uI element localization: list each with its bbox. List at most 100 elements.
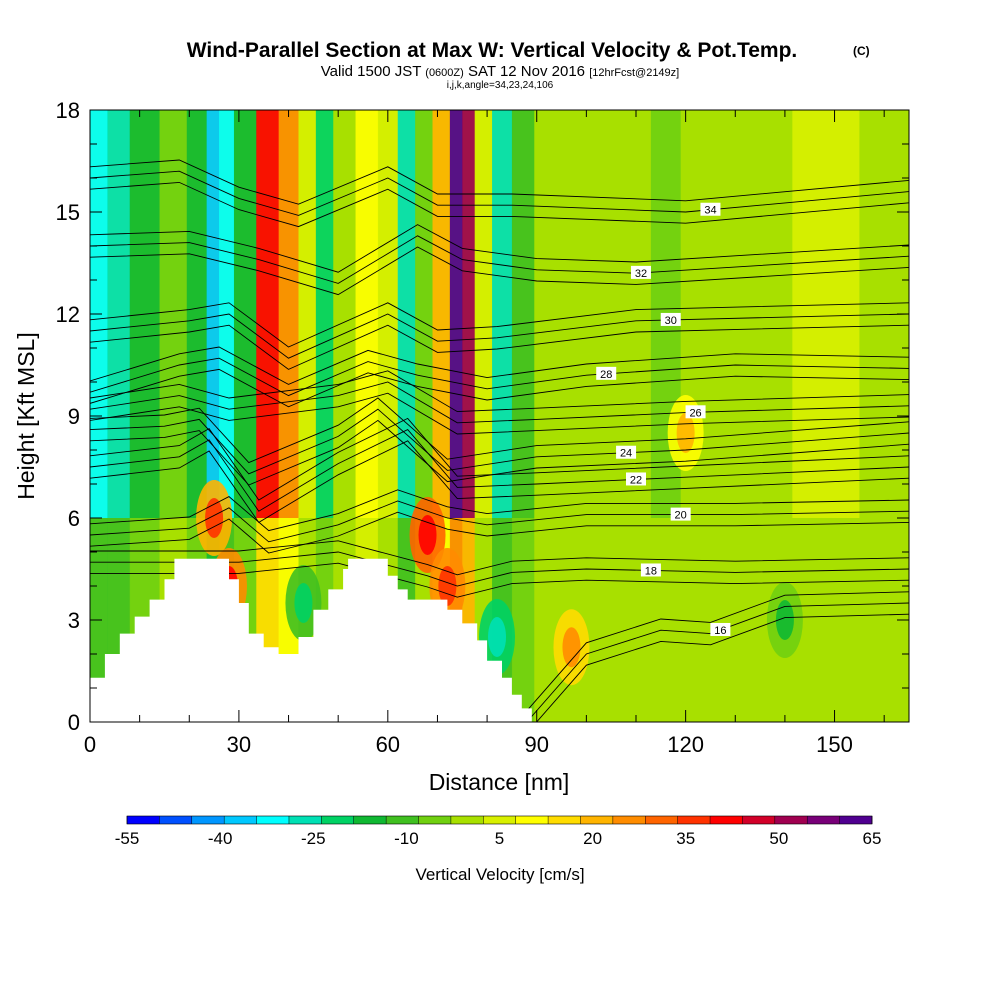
isentrope-line	[90, 392, 909, 435]
y-tick-label: 18	[56, 98, 80, 123]
isentrope-label: 20	[675, 510, 687, 522]
isentrope-line	[90, 357, 909, 397]
velocity-column	[159, 110, 188, 518]
colorbar-swatch	[839, 816, 873, 824]
isentrope-label: 30	[665, 315, 677, 327]
isentrope-line	[90, 235, 909, 284]
x-tick-label: 120	[667, 732, 704, 757]
velocity-column	[333, 110, 357, 518]
y-tick-label: 3	[68, 608, 80, 633]
colorbar-swatch	[353, 816, 387, 824]
colorbar-ticks: -55 -40 -25 -10 5 20 35 50 65	[115, 829, 882, 848]
isentrope-label-bg	[626, 472, 646, 486]
velocity-column	[462, 110, 476, 518]
velocity-column	[397, 110, 416, 518]
colorbar-swatch	[450, 816, 484, 824]
isentrope-label: 16	[714, 625, 726, 637]
forecast-info: [12hrFcst@2149z]	[589, 67, 679, 79]
colorbar-swatch	[127, 816, 160, 824]
colorbar-swatch	[321, 816, 355, 824]
isentrope-label-bg	[616, 445, 637, 459]
isentrope-line	[90, 368, 909, 408]
velocity-column	[432, 110, 451, 518]
colorbar-tick-label: -25	[301, 829, 326, 848]
isentrope-label-bg	[710, 622, 731, 636]
colorbar-label: Vertical Velocity [cm/s]	[415, 865, 584, 884]
x-tick-label: 90	[524, 732, 548, 757]
isentrope-label-bg	[660, 312, 681, 326]
colorbar-tick-label: 5	[495, 829, 504, 848]
colorbar-swatch	[548, 816, 581, 824]
colorbar-tick-label: 35	[676, 829, 695, 848]
velocity-column	[186, 110, 208, 518]
velocity-column	[107, 110, 131, 518]
grid-indices: i,j,k,angle=34,23,24,106	[447, 80, 554, 91]
isentrope-line	[90, 562, 909, 598]
y-tick-label: 12	[56, 302, 80, 327]
velocity-cell-core	[488, 617, 507, 657]
velocity-column	[792, 110, 860, 518]
colorbar-swatch	[645, 816, 678, 824]
x-axis-label: Distance [nm]	[429, 769, 570, 795]
isentrope-label: 22	[630, 474, 642, 486]
velocity-column	[298, 110, 317, 518]
y-tick-label: 0	[68, 710, 80, 735]
colorbar	[126, 815, 873, 825]
colorbar-swatch	[580, 816, 614, 824]
colorbar-swatch	[515, 816, 549, 824]
velocity-column	[566, 110, 612, 518]
colorbar-tick-label: 65	[863, 829, 882, 848]
velocity-column-low	[680, 518, 729, 722]
colorbar-swatch	[612, 816, 646, 824]
velocity-column	[256, 110, 280, 518]
isentropes	[90, 159, 909, 722]
x-tick-label: 60	[376, 732, 400, 757]
colorbar-swatch	[677, 816, 711, 824]
isentrope-label: 24	[620, 448, 632, 460]
isentrope-line	[90, 540, 909, 576]
isentrope-line	[90, 181, 909, 228]
isentrope-label: 18	[645, 565, 657, 577]
isentrope-label-bg	[630, 265, 651, 279]
terrain	[90, 558, 909, 722]
isentrope-line	[90, 302, 909, 348]
isentrope-line	[90, 224, 909, 273]
isentrope-label-bg	[700, 202, 721, 216]
isentrope-line	[90, 170, 909, 216]
velocity-column-low	[792, 518, 860, 722]
x-tick-label: 0	[84, 732, 96, 757]
colorbar-tick-label: -55	[115, 829, 140, 848]
velocity-column	[449, 110, 463, 518]
velocity-column	[415, 110, 433, 518]
colorbar-tick-label: -40	[208, 829, 233, 848]
velocity-cell-core	[205, 498, 224, 538]
isentrope-line	[90, 511, 909, 554]
isentrope-label: 32	[635, 268, 647, 280]
colorbar-tick-label: -10	[394, 829, 419, 848]
isentrope-line	[526, 591, 909, 712]
colorbar-swatch	[256, 816, 290, 824]
colorbar-swatch	[418, 816, 452, 824]
isentrope-line	[90, 489, 909, 532]
colorbar-swatch	[191, 816, 225, 824]
isentrope-line	[90, 159, 909, 205]
velocity-column	[278, 110, 299, 518]
isentrope-line	[90, 408, 909, 475]
isentrope-label: 26	[689, 407, 701, 419]
colorbar-swatch	[710, 816, 743, 824]
colorbar-swatch	[742, 816, 776, 824]
isentrope-line	[90, 370, 909, 413]
y-axis: 0 3 6 9 12 15 18	[56, 98, 909, 735]
velocity-column	[534, 110, 568, 518]
isentrope-line	[90, 246, 909, 296]
isentrope-label: 28	[600, 369, 612, 381]
isentrope-line	[90, 500, 909, 543]
x-axis: 0 30 60 90 120 150	[84, 110, 885, 757]
colorbar-swatch	[483, 816, 516, 824]
velocity-column	[206, 110, 220, 518]
isentrope-line	[90, 551, 909, 587]
isentrope-labels: 16 18 20 22 24 26 28 30 32 34	[596, 202, 731, 637]
y-tick-label: 9	[68, 404, 80, 429]
isentrope-line	[90, 419, 909, 486]
valid-utc: (0600Z)	[425, 67, 464, 79]
